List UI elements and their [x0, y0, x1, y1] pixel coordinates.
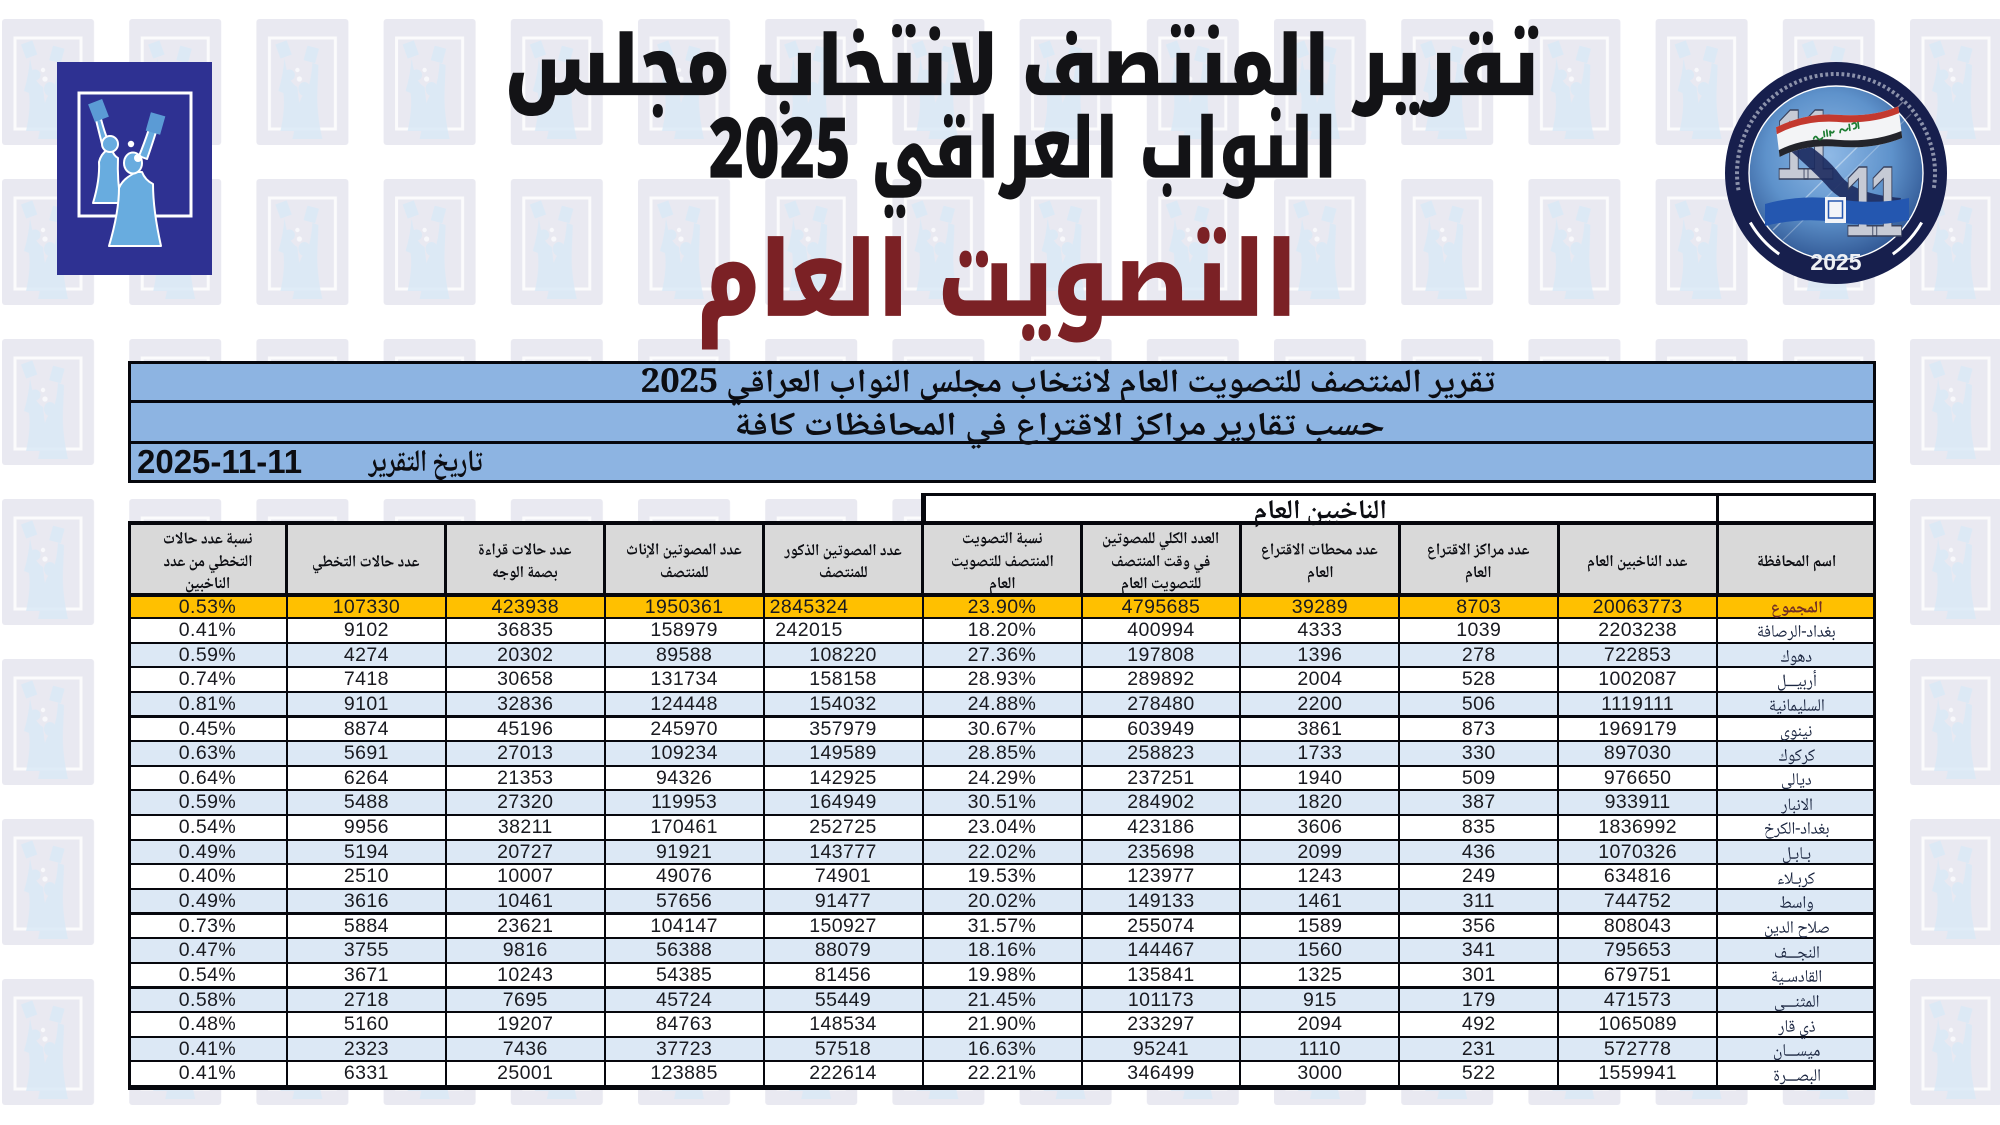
- svg-text:2025: 2025: [1810, 249, 1861, 275]
